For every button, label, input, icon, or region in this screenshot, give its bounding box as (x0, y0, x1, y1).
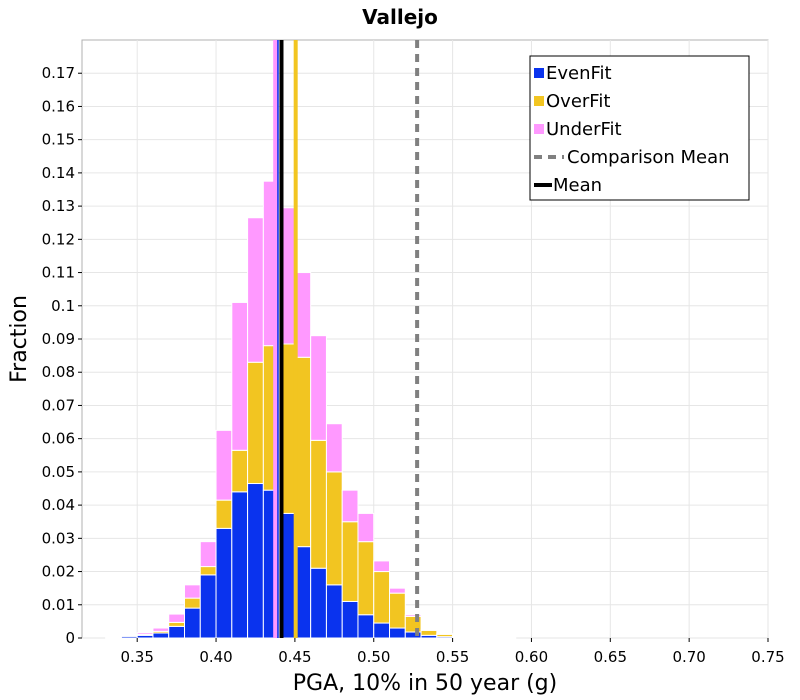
y-tick-label: 0.15 (42, 131, 75, 149)
bar-overfit (389, 592, 406, 629)
bar-underfit (357, 512, 375, 543)
y-tick-label: 0.11 (42, 264, 75, 282)
y-tick-label: 0.1 (51, 297, 75, 315)
legend-label: OverFit (546, 91, 610, 112)
bar-overfit (215, 499, 233, 529)
x-tick-label: 0.70 (672, 648, 705, 666)
legend-label: EvenFit (546, 63, 612, 84)
y-tick-label: 0.17 (42, 64, 75, 82)
bar-evenfit (168, 625, 186, 639)
bar-underfit (184, 584, 201, 599)
x-tick-label: 0.35 (120, 648, 153, 666)
legend-label: Mean (553, 175, 602, 196)
y-tick-label: 0.14 (42, 164, 75, 182)
bar-evenfit (184, 607, 201, 639)
legend-swatch-overfit (534, 96, 544, 106)
bar-underfit (120, 634, 138, 637)
mean-lines (273, 40, 420, 638)
x-tick-label: 0.75 (751, 648, 784, 666)
bar-overfit (168, 621, 186, 627)
legend-swatch-evenfit (534, 68, 544, 78)
legend-label: UnderFit (546, 119, 622, 140)
chart-title: Vallejo (362, 5, 438, 29)
bar-underfit (341, 489, 359, 523)
bar-underfit (420, 628, 438, 631)
bar-overfit (341, 521, 359, 602)
bar-evenfit (199, 574, 217, 639)
y-tick-label: 0.05 (42, 463, 75, 481)
y-tick-label: 0.03 (42, 529, 75, 547)
y-tick-label: 0.04 (42, 496, 75, 514)
x-axis-ticks: 0.35 0.40 0.45 0.50 0.55 0.60 0.65 0.70 0.75 (120, 638, 785, 666)
bar-evenfit (341, 600, 359, 639)
bar-evenfit (247, 483, 264, 639)
bar-overfit (247, 361, 264, 485)
x-tick-label: 0.55 (436, 648, 469, 666)
bar-overfit (184, 597, 201, 609)
bar-evenfit (357, 614, 375, 639)
bar-underfit (247, 217, 264, 363)
bar-underfit (373, 560, 391, 573)
y-axis-ticks: 0 0.01 0.02 0.03 0.04 0.05 0.06 0.07 0.08 0.09 0.1… (42, 64, 82, 647)
bar-underfit (215, 429, 233, 501)
bar-evenfit (215, 527, 233, 639)
y-tick-label: 0.13 (42, 197, 75, 215)
bar-underfit (404, 614, 422, 617)
legend-swatch-underfit (534, 124, 544, 134)
bar-underfit (389, 587, 406, 594)
y-tick-label: 0.01 (42, 596, 75, 614)
x-tick-label: 0.45 (278, 648, 311, 666)
x-tick-label: 0.50 (357, 648, 390, 666)
y-tick-label: 0.12 (42, 230, 75, 248)
x-tick-label: 0.40 (199, 648, 232, 666)
bar-underfit (136, 632, 154, 635)
x-tick-label: 0.65 (594, 648, 627, 666)
x-tick-label: 0.60 (515, 648, 548, 666)
bar-overfit (420, 629, 438, 636)
y-tick-label: 0 (65, 629, 75, 647)
bar-evenfit (231, 491, 249, 639)
y-tick-label: 0.08 (42, 363, 75, 381)
bar-overfit (357, 541, 375, 616)
bar-evenfit (152, 632, 170, 639)
x-axis-label: PGA, 10% in 50 year (g) (293, 671, 557, 696)
y-tick-label: 0.02 (42, 563, 75, 581)
bar-evenfit (325, 584, 343, 639)
y-tick-label: 0.06 (42, 430, 75, 448)
bar-overfit (310, 439, 327, 569)
legend: EvenFit OverFit UnderFit Comparison Mean Mea… (529, 55, 750, 201)
bar-underfit (310, 335, 327, 441)
y-tick-label: 0.07 (42, 396, 75, 414)
bar-overfit (199, 566, 217, 576)
bar-underfit (199, 541, 217, 568)
y-tick-label: 0.09 (42, 330, 75, 348)
bar-underfit (436, 633, 454, 635)
bar-underfit (231, 301, 249, 451)
bar-underfit (152, 627, 170, 632)
y-tick-label: 0.16 (42, 97, 75, 115)
bar-overfit (373, 571, 391, 624)
bar-underfit (168, 613, 186, 623)
bar-overfit (231, 449, 249, 493)
bar-evenfit (373, 622, 391, 639)
y-axis-label: Fraction (7, 295, 32, 383)
legend-box (529, 55, 750, 201)
bar-evenfit (389, 627, 406, 639)
bar-evenfit (310, 567, 327, 639)
bar-underfit (325, 423, 343, 473)
bar-overfit (325, 471, 343, 586)
legend-label: Comparison Mean (567, 147, 730, 168)
